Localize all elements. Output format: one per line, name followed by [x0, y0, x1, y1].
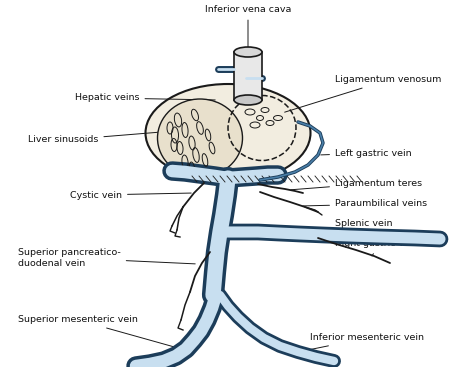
FancyBboxPatch shape [234, 52, 262, 100]
Ellipse shape [234, 47, 262, 57]
Text: Inferior vena cava: Inferior vena cava [205, 6, 291, 49]
Text: Liver sinusoids: Liver sinusoids [28, 130, 183, 145]
Text: Paraumbilical veins: Paraumbilical veins [303, 200, 427, 208]
Text: Right gastric veins: Right gastric veins [335, 240, 424, 256]
Text: Inferior mesenteric vein: Inferior mesenteric vein [301, 334, 424, 352]
Ellipse shape [146, 84, 310, 182]
Text: Splenic vein: Splenic vein [335, 219, 392, 235]
Text: Cystic vein: Cystic vein [70, 190, 191, 200]
Text: Ligamentum venosum: Ligamentum venosum [285, 76, 441, 112]
Text: Superior mesenteric vein: Superior mesenteric vein [18, 316, 175, 347]
Text: Hepatic veins: Hepatic veins [75, 94, 215, 102]
Text: Ligamentum teres: Ligamentum teres [291, 178, 422, 190]
Text: Left gastric vein: Left gastric vein [321, 149, 411, 157]
Text: Superior pancreatico-
duodenal vein: Superior pancreatico- duodenal vein [18, 248, 195, 268]
Ellipse shape [157, 99, 243, 177]
Ellipse shape [234, 95, 262, 105]
